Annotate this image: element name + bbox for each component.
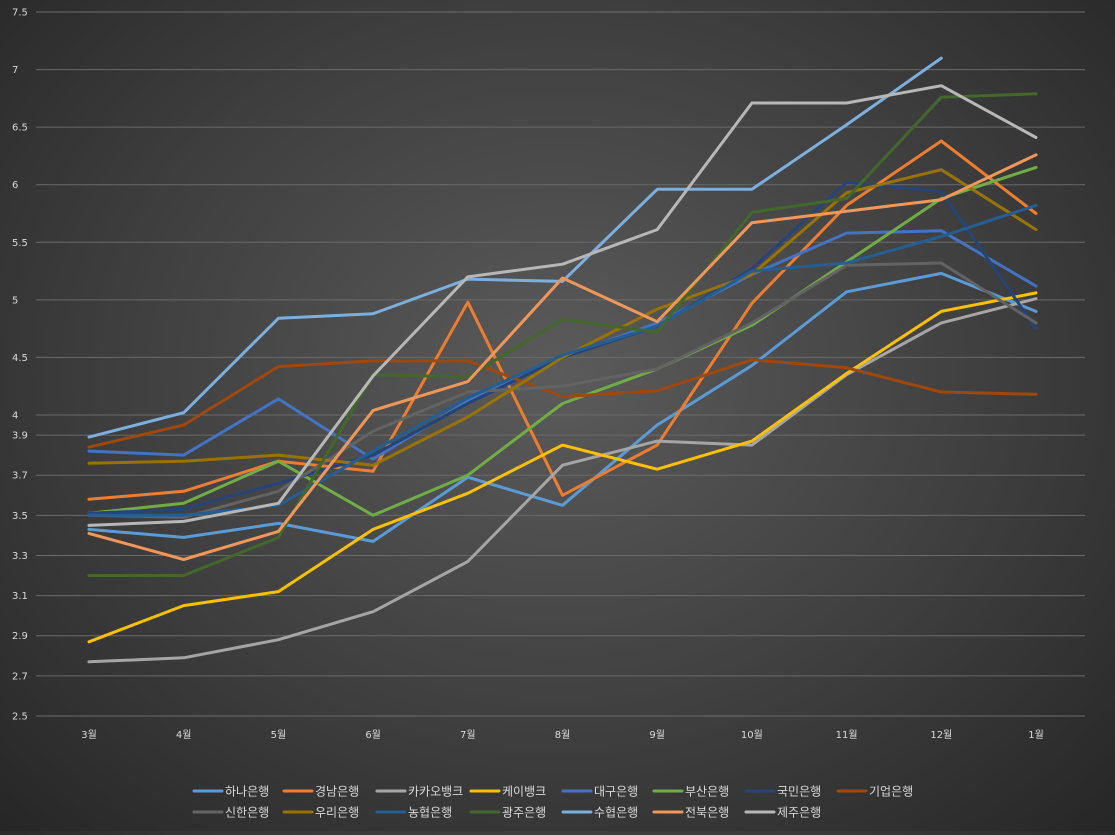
y-tick-label: 4.5: [12, 353, 28, 364]
legend-label: 수협은행: [594, 805, 638, 820]
series-line-9: [87, 261, 1038, 519]
y-tick-label: 2.7: [12, 671, 28, 682]
series-line-1: [87, 271, 1038, 543]
y-tick-label: 3.1: [12, 591, 28, 602]
series-line-11: [87, 203, 1038, 517]
x-tick-label: 10월: [741, 729, 763, 741]
legend-item: 경남은행: [282, 784, 359, 799]
legend-label: 제주은행: [777, 805, 821, 820]
gridlines: [36, 11, 1085, 717]
x-tick-label: 6월: [365, 729, 381, 741]
series-line-6: [87, 165, 1038, 517]
x-tick-label: 11월: [836, 729, 858, 741]
series-line-12: [87, 92, 1038, 577]
series-line-15: [87, 84, 1038, 527]
y-tick-label: 7.5: [12, 8, 28, 19]
legend-item: 기업은행: [836, 784, 913, 799]
series-line-13: [87, 56, 943, 439]
x-tick-label: 12월: [930, 729, 952, 741]
legend-item: 국민은행: [744, 784, 821, 799]
series-line-4: [87, 291, 1038, 644]
y-tick-label: 7: [12, 65, 18, 76]
y-tick-label: 2.9: [12, 631, 28, 642]
x-tick-label: 9월: [649, 729, 665, 741]
x-tick-label: 7월: [460, 729, 476, 741]
legend-item: 신한은행: [192, 805, 269, 820]
y-tick-label: 2.5: [12, 712, 28, 723]
x-tick-label: 4월: [176, 729, 192, 741]
legend-label: 농협은행: [408, 805, 452, 820]
legend-label: 우리은행: [315, 805, 359, 820]
y-tick-label: 6.5: [12, 123, 28, 134]
x-tick-label: 8월: [555, 729, 571, 741]
x-tick-label: 3월: [81, 729, 97, 741]
y-tick-label: 4: [12, 411, 18, 422]
legend-item: 우리은행: [282, 805, 359, 820]
legend-item: 제주은행: [744, 805, 821, 820]
series-lines: [87, 56, 1038, 664]
y-tick-label: 6: [12, 180, 18, 191]
legend-item: 농협은행: [375, 805, 452, 820]
legend-item: 케이뱅크: [469, 785, 546, 799]
y-tick-label: 5: [12, 295, 18, 306]
y-tick-label: 3.7: [12, 471, 28, 482]
legend-item: 광주은행: [469, 805, 546, 820]
legend-label: 신한은행: [225, 805, 269, 820]
legend-item: 대구은행: [561, 784, 638, 799]
y-tick-label: 3.3: [12, 551, 28, 562]
legend-label: 케이뱅크: [502, 785, 546, 799]
legend-item: 부산은행: [652, 784, 729, 799]
legend-label: 경남은행: [315, 784, 359, 799]
series-line-10: [87, 168, 1038, 467]
series-line-3: [87, 297, 1038, 664]
series-line-14: [87, 153, 1038, 561]
legend-label: 전북은행: [685, 805, 729, 820]
y-tick-label: 5.5: [12, 238, 28, 249]
legend-label: 광주은행: [502, 805, 546, 820]
legend-item: 전북은행: [652, 805, 729, 820]
x-tick-label: 5월: [271, 729, 287, 741]
legend-label: 국민은행: [777, 784, 821, 799]
legend-item: 수협은행: [561, 805, 638, 820]
series-line-8: [87, 358, 1038, 449]
legend-label: 하나은행: [225, 784, 269, 799]
axis-labels: 7.5 7 6.5 6 5.5 5 4.5 4 3.9 3.7 3.5 3.3 3.1 2.9 2.7 2.5…: [12, 8, 1044, 742]
legend-label: 부산은행: [685, 784, 729, 799]
x-tick-label: 1월: [1028, 729, 1044, 741]
legend-label: 카카오뱅크: [408, 785, 463, 799]
legend-item: 하나은행: [192, 784, 269, 799]
y-tick-label: 3.9: [12, 431, 28, 442]
legend-label: 기업은행: [869, 784, 913, 799]
legend-label: 대구은행: [594, 784, 638, 799]
y-tick-label: 3.5: [12, 511, 28, 522]
legend-item: 카카오뱅크: [375, 785, 463, 799]
